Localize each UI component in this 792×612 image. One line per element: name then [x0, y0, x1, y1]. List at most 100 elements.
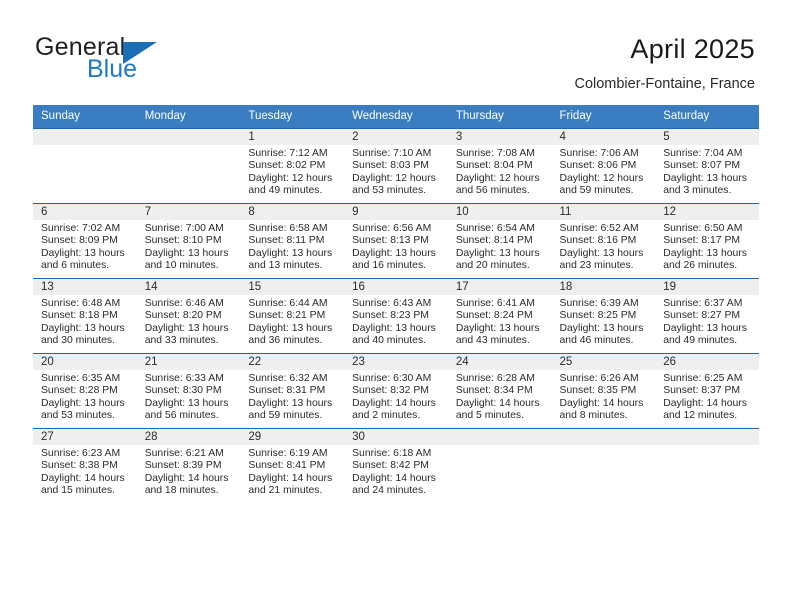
daylight-text-line2: and 3 minutes. [663, 185, 732, 197]
calendar-day-cell[interactable]: 7 Sunrise: 7:00 AM Sunset: 8:10 PM Daylight… [136, 203, 241, 279]
sunset-text: Sunset: 8:13 PM [352, 235, 429, 247]
sunset-text: Sunset: 8:38 PM [41, 460, 118, 472]
calendar-day-cell[interactable]: 23 Sunrise: 6:30 AM Sunset: 8:32 PM Dayligh… [344, 353, 448, 429]
day-number: 11 [551, 204, 656, 220]
sunset-text: Sunset: 8:04 PM [455, 160, 533, 172]
calendar-day-cell[interactable]: 5 Sunrise: 7:04 AM Sunset: 8:07 PM Daylight… [655, 128, 759, 204]
day-number: 16 [344, 279, 448, 295]
day-sun-info: Sunrise: 6:28 AM Sunset: 8:34 PM Daylight:… [448, 370, 552, 423]
calendar-day-cell[interactable]: 8 Sunrise: 6:58 AM Sunset: 8:11 PM Daylight… [240, 203, 345, 279]
calendar-day-cell[interactable]: 22 Sunrise: 6:32 AM Sunset: 8:31 PM Dayligh… [240, 353, 345, 429]
sunrise-text: Sunrise: 7:00 AM [144, 223, 224, 234]
daylight-text-line2: and 20 minutes. [455, 260, 530, 272]
calendar-day-cell[interactable]: 26 Sunrise: 6:25 AM Sunset: 8:37 PM Dayligh… [655, 353, 759, 429]
daylight-text-line1: Daylight: 13 hours [663, 322, 747, 334]
day-cell-inner: 13 Sunrise: 6:48 AM Sunset: 8:18 PM Dayligh… [33, 279, 137, 353]
daylight-text-line1: Daylight: 12 hours [559, 172, 644, 184]
sunset-text: Sunset: 8:23 PM [352, 310, 429, 322]
calendar-day-cell[interactable]: 24 Sunrise: 6:28 AM Sunset: 8:34 PM Dayligh… [447, 353, 552, 429]
calendar-day-cell[interactable]: 27 Sunrise: 6:23 AM Sunset: 8:38 PM Dayligh… [33, 428, 137, 503]
day-cell-inner: 19 Sunrise: 6:37 AM Sunset: 8:27 PM Dayligh… [655, 279, 759, 353]
calendar-day-cell[interactable]: 15 Sunrise: 6:44 AM Sunset: 8:21 PM Dayligh… [240, 278, 345, 354]
day-cell-inner: 9 Sunrise: 6:56 AM Sunset: 8:13 PM Daylight… [344, 204, 448, 278]
day-number: 8 [240, 204, 345, 220]
calendar-day-cell[interactable]: 25 Sunrise: 6:26 AM Sunset: 8:35 PM Dayligh… [551, 353, 656, 429]
day-sun-info: Sunrise: 7:04 AM Sunset: 8:07 PM Daylight:… [655, 145, 759, 198]
calendar-day-cell[interactable]: 10 Sunrise: 6:54 AM Sunset: 8:14 PM Dayligh… [447, 203, 552, 279]
calendar-day-cell[interactable]: 13 Sunrise: 6:48 AM Sunset: 8:18 PM Dayligh… [33, 278, 137, 354]
day-cell-inner [33, 129, 137, 203]
day-cell-inner: 18 Sunrise: 6:39 AM Sunset: 8:25 PM Dayligh… [551, 279, 656, 353]
day-sun-info: Sunrise: 6:19 AM Sunset: 8:41 PM Daylight:… [240, 445, 344, 498]
calendar-day-cell[interactable]: 20 Sunrise: 6:35 AM Sunset: 8:28 PM Dayligh… [33, 353, 137, 429]
page-header: General Blue April 2025 Colombier-Fontai… [0, 0, 792, 100]
day-cell-inner: 26 Sunrise: 6:25 AM Sunset: 8:37 PM Dayligh… [655, 354, 759, 428]
calendar-day-cell[interactable]: 9 Sunrise: 6:56 AM Sunset: 8:13 PM Daylight… [344, 203, 448, 279]
calendar-week-row: 13 Sunrise: 6:48 AM Sunset: 8:18 PM Dayligh… [33, 278, 759, 354]
sunrise-text: Sunrise: 7:10 AM [352, 148, 432, 159]
sunrise-text: Sunrise: 6:21 AM [144, 448, 224, 459]
sunset-text: Sunset: 8:42 PM [352, 460, 429, 472]
calendar-day-cell[interactable]: 12 Sunrise: 6:50 AM Sunset: 8:17 PM Dayligh… [655, 203, 759, 279]
day-number: 17 [447, 279, 552, 295]
logo-triangle-icon [123, 42, 157, 64]
weekday-header-monday: Monday [136, 105, 241, 129]
day-sun-info: Sunrise: 6:33 AM Sunset: 8:30 PM Daylight:… [137, 370, 241, 423]
sunrise-text: Sunrise: 6:56 AM [352, 223, 432, 234]
calendar-day-cell[interactable]: 30 Sunrise: 6:18 AM Sunset: 8:42 PM Dayligh… [344, 428, 448, 503]
sunset-text: Sunset: 8:06 PM [559, 160, 637, 172]
sunrise-text: Sunrise: 6:26 AM [559, 373, 639, 384]
calendar-day-cell[interactable]: 29 Sunrise: 6:19 AM Sunset: 8:41 PM Dayligh… [240, 428, 345, 503]
daylight-text-line2: and 56 minutes. [144, 410, 219, 422]
daylight-text-line2: and 16 minutes. [352, 260, 427, 272]
sunset-text: Sunset: 8:07 PM [663, 160, 741, 172]
calendar-day-cell[interactable]: 17 Sunrise: 6:41 AM Sunset: 8:24 PM Dayligh… [447, 278, 552, 354]
calendar-day-cell[interactable]: 19 Sunrise: 6:37 AM Sunset: 8:27 PM Dayligh… [655, 278, 759, 354]
sunset-text: Sunset: 8:18 PM [41, 310, 118, 322]
calendar-day-cell[interactable]: 4 Sunrise: 7:06 AM Sunset: 8:06 PM Daylight… [551, 128, 656, 204]
daylight-text-line2: and 18 minutes. [144, 485, 219, 497]
day-number: 28 [136, 429, 241, 445]
calendar-day-cell[interactable]: 2 Sunrise: 7:10 AM Sunset: 8:03 PM Daylight… [344, 128, 448, 204]
general-blue-logo[interactable]: General Blue [35, 33, 225, 85]
daylight-text-line2: and 23 minutes. [559, 260, 634, 272]
sunrise-text: Sunrise: 6:52 AM [559, 223, 639, 234]
calendar-day-cell[interactable]: 11 Sunrise: 6:52 AM Sunset: 8:16 PM Dayligh… [551, 203, 656, 279]
day-number [551, 429, 656, 445]
day-sun-info: Sunrise: 6:25 AM Sunset: 8:37 PM Daylight:… [655, 370, 759, 423]
day-number: 1 [240, 129, 345, 145]
calendar-day-cell[interactable]: 28 Sunrise: 6:21 AM Sunset: 8:39 PM Dayligh… [136, 428, 241, 503]
sunrise-text: Sunrise: 6:50 AM [663, 223, 743, 234]
daylight-text-line1: Daylight: 13 hours [663, 247, 747, 259]
weekday-header-tuesday: Tuesday [240, 105, 345, 129]
calendar-day-cell[interactable]: 21 Sunrise: 6:33 AM Sunset: 8:30 PM Dayligh… [136, 353, 241, 429]
day-number: 9 [344, 204, 448, 220]
daylight-text-line2: and 53 minutes. [352, 185, 427, 197]
day-number: 12 [655, 204, 759, 220]
daylight-text-line1: Daylight: 13 hours [41, 247, 125, 259]
calendar-day-cell[interactable]: 18 Sunrise: 6:39 AM Sunset: 8:25 PM Dayligh… [551, 278, 656, 354]
calendar-day-cell [33, 128, 137, 204]
calendar-day-cell[interactable]: 3 Sunrise: 7:08 AM Sunset: 8:04 PM Daylight… [447, 128, 552, 204]
sunset-text: Sunset: 8:20 PM [144, 310, 222, 322]
day-cell-inner: 11 Sunrise: 6:52 AM Sunset: 8:16 PM Dayligh… [551, 204, 656, 278]
day-cell-inner: 29 Sunrise: 6:19 AM Sunset: 8:41 PM Dayligh… [240, 429, 345, 503]
day-sun-info: Sunrise: 6:50 AM Sunset: 8:17 PM Daylight:… [655, 220, 759, 273]
calendar-day-cell[interactable]: 14 Sunrise: 6:46 AM Sunset: 8:20 PM Dayligh… [136, 278, 241, 354]
calendar-week-row: 27 Sunrise: 6:23 AM Sunset: 8:38 PM Dayligh… [33, 428, 759, 503]
daylight-text-line1: Daylight: 13 hours [455, 247, 540, 259]
day-sun-info: Sunrise: 6:46 AM Sunset: 8:20 PM Daylight:… [137, 295, 241, 348]
daylight-text-line2: and 13 minutes. [248, 260, 323, 272]
calendar-day-cell[interactable]: 16 Sunrise: 6:43 AM Sunset: 8:23 PM Dayligh… [344, 278, 448, 354]
daylight-text-line2: and 53 minutes. [41, 410, 115, 422]
day-cell-inner: 28 Sunrise: 6:21 AM Sunset: 8:39 PM Dayligh… [136, 429, 241, 503]
calendar-body: 1 Sunrise: 7:12 AM Sunset: 8:02 PM Daylight… [33, 128, 759, 503]
daylight-text-line1: Daylight: 13 hours [248, 322, 333, 334]
daylight-text-line2: and 15 minutes. [41, 485, 115, 497]
weekday-header-wednesday: Wednesday [344, 105, 448, 129]
calendar-day-cell[interactable]: 6 Sunrise: 7:02 AM Sunset: 8:09 PM Daylight… [33, 203, 137, 279]
calendar-day-cell[interactable]: 1 Sunrise: 7:12 AM Sunset: 8:02 PM Daylight… [240, 128, 345, 204]
day-sun-info: Sunrise: 6:58 AM Sunset: 8:11 PM Daylight:… [240, 220, 344, 273]
day-cell-inner: 24 Sunrise: 6:28 AM Sunset: 8:34 PM Dayligh… [447, 354, 552, 428]
